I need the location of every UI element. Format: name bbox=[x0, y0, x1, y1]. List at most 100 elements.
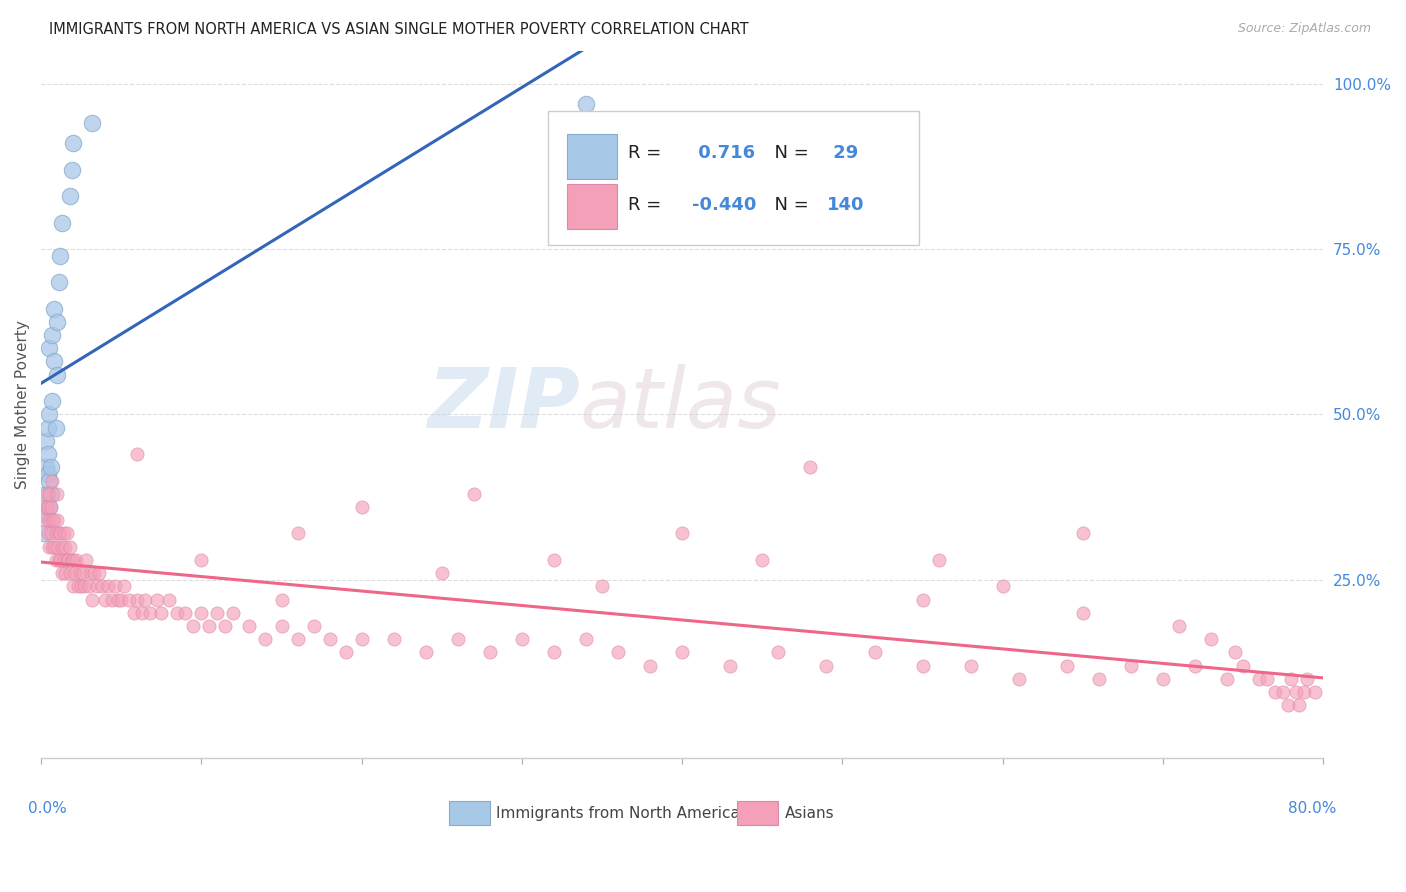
Point bbox=[48, 526, 70, 541]
Point bbox=[270, 619, 292, 633]
Point bbox=[1184, 658, 1206, 673]
Point bbox=[51, 566, 73, 580]
Text: 0.716: 0.716 bbox=[692, 145, 755, 162]
Point bbox=[671, 645, 693, 659]
Point bbox=[39, 487, 62, 501]
Point bbox=[718, 658, 741, 673]
Point bbox=[38, 474, 60, 488]
Text: 80.0%: 80.0% bbox=[1288, 801, 1336, 815]
Text: R =: R = bbox=[628, 196, 668, 214]
Point bbox=[335, 645, 357, 659]
Point bbox=[318, 632, 340, 647]
Point bbox=[38, 487, 60, 501]
FancyBboxPatch shape bbox=[547, 111, 920, 245]
Point bbox=[1288, 698, 1310, 713]
Point bbox=[44, 526, 66, 541]
Point bbox=[350, 500, 373, 514]
Point bbox=[638, 658, 661, 673]
Point bbox=[37, 526, 59, 541]
Point bbox=[37, 467, 59, 481]
Point bbox=[238, 619, 260, 633]
Point bbox=[59, 189, 82, 203]
Point bbox=[52, 553, 75, 567]
Text: -0.440: -0.440 bbox=[692, 196, 756, 214]
Point bbox=[44, 420, 66, 434]
Point bbox=[49, 249, 72, 263]
Point bbox=[139, 606, 162, 620]
Point bbox=[1303, 685, 1326, 699]
Point bbox=[463, 487, 485, 501]
Point bbox=[37, 500, 59, 514]
Point bbox=[66, 579, 89, 593]
Point bbox=[34, 513, 56, 527]
Point bbox=[430, 566, 453, 580]
Point bbox=[127, 447, 149, 461]
Point bbox=[1008, 672, 1031, 686]
Point bbox=[37, 420, 59, 434]
Text: IMMIGRANTS FROM NORTH AMERICA VS ASIAN SINGLE MOTHER POVERTY CORRELATION CHART: IMMIGRANTS FROM NORTH AMERICA VS ASIAN S… bbox=[49, 22, 749, 37]
Point bbox=[82, 116, 104, 130]
Point bbox=[510, 632, 533, 647]
Text: N =: N = bbox=[763, 145, 814, 162]
Point bbox=[41, 474, 63, 488]
Point bbox=[41, 394, 63, 409]
Point bbox=[911, 592, 934, 607]
Point bbox=[104, 579, 127, 593]
Y-axis label: Single Mother Poverty: Single Mother Poverty bbox=[15, 320, 30, 489]
Point bbox=[39, 500, 62, 514]
FancyBboxPatch shape bbox=[567, 134, 617, 179]
Point bbox=[959, 658, 981, 673]
Point bbox=[35, 500, 58, 514]
Point bbox=[1256, 672, 1278, 686]
Point bbox=[166, 606, 188, 620]
Point bbox=[73, 579, 96, 593]
Point bbox=[214, 619, 236, 633]
Point bbox=[49, 526, 72, 541]
Point bbox=[1119, 658, 1142, 673]
Point bbox=[1285, 685, 1308, 699]
FancyBboxPatch shape bbox=[567, 184, 617, 229]
Point bbox=[34, 526, 56, 541]
Point bbox=[671, 526, 693, 541]
Text: 0.0%: 0.0% bbox=[28, 801, 67, 815]
Point bbox=[35, 487, 58, 501]
Point bbox=[543, 645, 565, 659]
Text: N =: N = bbox=[763, 196, 814, 214]
Point bbox=[58, 553, 80, 567]
Point bbox=[1071, 526, 1094, 541]
Text: ZIP: ZIP bbox=[427, 364, 579, 445]
Point bbox=[131, 606, 153, 620]
Text: R =: R = bbox=[628, 145, 668, 162]
Point bbox=[38, 540, 60, 554]
Point bbox=[38, 408, 60, 422]
Point bbox=[1264, 685, 1286, 699]
Point bbox=[35, 487, 58, 501]
Text: Asians: Asians bbox=[785, 805, 834, 821]
Point bbox=[815, 658, 838, 673]
Point bbox=[1296, 672, 1319, 686]
Point bbox=[59, 566, 82, 580]
Point bbox=[190, 606, 212, 620]
Point bbox=[51, 540, 73, 554]
Text: 140: 140 bbox=[827, 196, 865, 214]
Point bbox=[53, 566, 76, 580]
Point bbox=[60, 162, 83, 177]
Point bbox=[991, 579, 1014, 593]
Point bbox=[607, 645, 630, 659]
Point bbox=[110, 592, 132, 607]
Point bbox=[302, 619, 325, 633]
Point bbox=[183, 619, 205, 633]
Point bbox=[46, 315, 69, 329]
Point bbox=[62, 553, 84, 567]
Text: Source: ZipAtlas.com: Source: ZipAtlas.com bbox=[1237, 22, 1371, 36]
Point bbox=[863, 645, 886, 659]
Point bbox=[1232, 658, 1254, 673]
Point bbox=[42, 301, 65, 316]
Point bbox=[254, 632, 277, 647]
Point bbox=[34, 507, 56, 521]
Point bbox=[44, 553, 66, 567]
Point bbox=[1249, 672, 1271, 686]
Point bbox=[38, 341, 60, 355]
FancyBboxPatch shape bbox=[737, 801, 779, 825]
Text: Immigrants from North America: Immigrants from North America bbox=[496, 805, 740, 821]
